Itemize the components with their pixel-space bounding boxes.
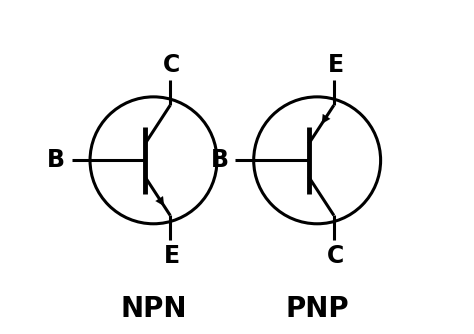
Text: E: E	[328, 53, 344, 77]
Text: B: B	[210, 148, 228, 172]
Text: E: E	[164, 244, 180, 268]
Text: B: B	[47, 148, 65, 172]
Text: C: C	[163, 53, 181, 77]
Text: PNP: PNP	[285, 295, 349, 323]
Text: C: C	[327, 244, 344, 268]
Text: NPN: NPN	[120, 295, 187, 323]
